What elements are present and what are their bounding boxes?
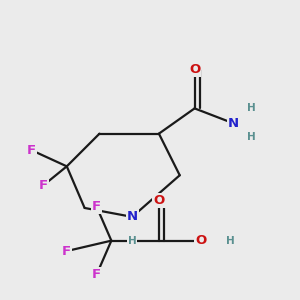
Text: H: H: [226, 236, 235, 246]
Text: N: N: [127, 210, 138, 224]
Text: H: H: [247, 132, 255, 142]
Text: H: H: [247, 103, 255, 113]
Text: H: H: [128, 236, 136, 246]
Text: F: F: [92, 268, 101, 281]
Text: O: O: [153, 194, 164, 207]
Text: O: O: [189, 63, 200, 76]
Text: F: F: [92, 200, 101, 213]
Text: O: O: [195, 234, 206, 247]
Text: F: F: [38, 179, 48, 192]
Text: N: N: [228, 117, 239, 130]
Text: F: F: [26, 143, 36, 157]
Text: F: F: [62, 244, 71, 258]
